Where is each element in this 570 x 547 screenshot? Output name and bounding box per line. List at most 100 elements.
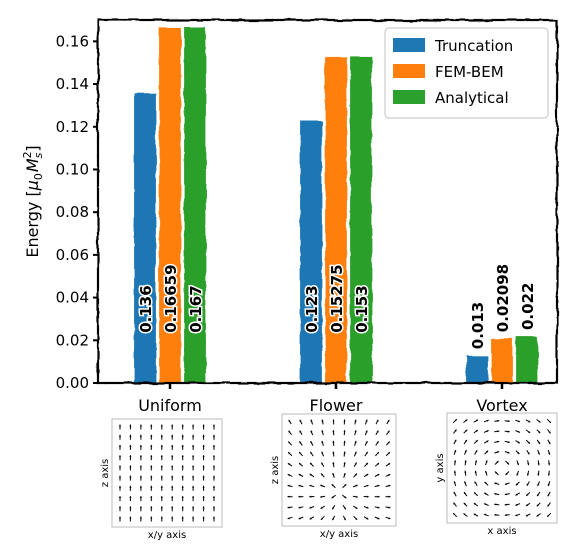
y-tick-label: 0.16 [56, 32, 89, 50]
arrow-head [387, 419, 390, 423]
arrow-head [494, 503, 497, 506]
arrow-head [387, 463, 391, 466]
arrow-head [139, 444, 142, 447]
arrow-head [287, 517, 290, 520]
arrow-head [464, 460, 467, 463]
arrow-head [160, 516, 163, 519]
arrow-head [548, 431, 551, 434]
arrow-head [504, 482, 507, 485]
arrow-head [309, 506, 312, 509]
y-tick-label: 0.14 [56, 75, 89, 93]
arrow-head [474, 481, 477, 484]
arrow-head [287, 484, 290, 487]
arrow-head [515, 514, 518, 517]
inset-ylabel: z axis [100, 459, 111, 487]
arrow-head [332, 430, 335, 433]
arrow-head [139, 465, 142, 468]
arrow-head [332, 462, 335, 465]
arrow-head [287, 495, 290, 498]
arrow-head [537, 463, 540, 466]
arrow-head [507, 420, 510, 423]
arrow-head [517, 420, 520, 423]
arrow-head [464, 492, 466, 495]
arrow-head [181, 434, 184, 437]
y-tick-label: 0.12 [56, 118, 89, 136]
value-label-vortex-analytical: 0.022 [519, 283, 537, 330]
arrow-head [388, 484, 391, 487]
arrow-head [388, 495, 391, 498]
arrow-head [160, 485, 163, 488]
arrow-head [343, 419, 346, 422]
bar-value-labels: 0.136 0.16659 0.167 0.123 0.15275 0.153 0.013 0… [136, 262, 539, 350]
arrow-head [484, 503, 487, 506]
arrow-head [473, 503, 476, 506]
bars-layer [132, 25, 540, 384]
arrow-head [475, 430, 478, 432]
arrow-head [160, 434, 163, 437]
arrow-head [376, 430, 379, 433]
inset-xlabel: x/y axis [320, 529, 358, 540]
arrow-head [212, 424, 216, 427]
arrow-head [465, 429, 468, 432]
arrow-head [150, 465, 153, 468]
arrow-head [538, 420, 541, 423]
arrow-head [475, 450, 478, 453]
arrow-head [517, 441, 520, 444]
arrow-head [453, 502, 456, 505]
arrow-head [485, 460, 488, 463]
inset-xlabel: x/y axis [148, 530, 186, 541]
arrow-head [320, 517, 323, 520]
y-tick-label: 0.02 [56, 331, 89, 349]
inset-vortex: x axis y axis [435, 412, 558, 537]
arrow-head [287, 463, 291, 466]
arrow-head [118, 465, 122, 468]
arrow-head [192, 485, 195, 488]
arrow-head [354, 430, 357, 433]
arrow-head [355, 473, 357, 476]
arrow-head [139, 455, 142, 458]
arrow-head [192, 434, 195, 437]
inset-flower: x/y axis z axis [270, 413, 397, 540]
arrow-head [527, 473, 529, 476]
arrow-head [527, 463, 530, 466]
arrow-head [377, 506, 380, 509]
value-label-uniform-truncation: 0.136 [137, 285, 155, 332]
category-label-uniform: Uniform [138, 396, 202, 415]
arrow-head [387, 452, 390, 455]
legend-swatch-fem-bem [393, 64, 425, 78]
arrow-head [181, 455, 184, 458]
arrow-head [139, 434, 142, 437]
arrow-head [464, 439, 467, 442]
arrow-head [464, 481, 467, 484]
category-label-vortex: Vortex [476, 396, 527, 415]
arrow-head [288, 452, 291, 455]
arrow-head [388, 474, 391, 477]
arrow-head [299, 452, 302, 455]
arrow-head [505, 472, 508, 475]
arrow-head [331, 496, 334, 499]
arrow-head [192, 444, 195, 447]
arrow-head [320, 495, 323, 498]
arrow-head [299, 430, 302, 433]
arrow-head [537, 452, 540, 455]
arrow-head [321, 473, 323, 476]
arrow-head [287, 506, 290, 509]
arrow-head [497, 430, 500, 433]
arrow-head [118, 506, 122, 509]
arrow-head [160, 506, 163, 509]
arrow-head [475, 419, 479, 422]
arrow-head [150, 455, 153, 458]
arrow-head [150, 516, 153, 519]
arrow-head [547, 473, 550, 476]
arrow-head [321, 451, 324, 454]
legend-swatch-truncation [393, 38, 425, 52]
arrow-head [181, 465, 184, 468]
arrow-head [454, 419, 457, 422]
arrow-head [309, 495, 312, 498]
arrow-head [343, 430, 346, 433]
y-tick-label: 0.10 [56, 160, 89, 178]
arrow-head [202, 444, 205, 447]
arrow-head [202, 465, 205, 468]
arrow-head [506, 462, 509, 465]
arrow-head [365, 430, 368, 433]
